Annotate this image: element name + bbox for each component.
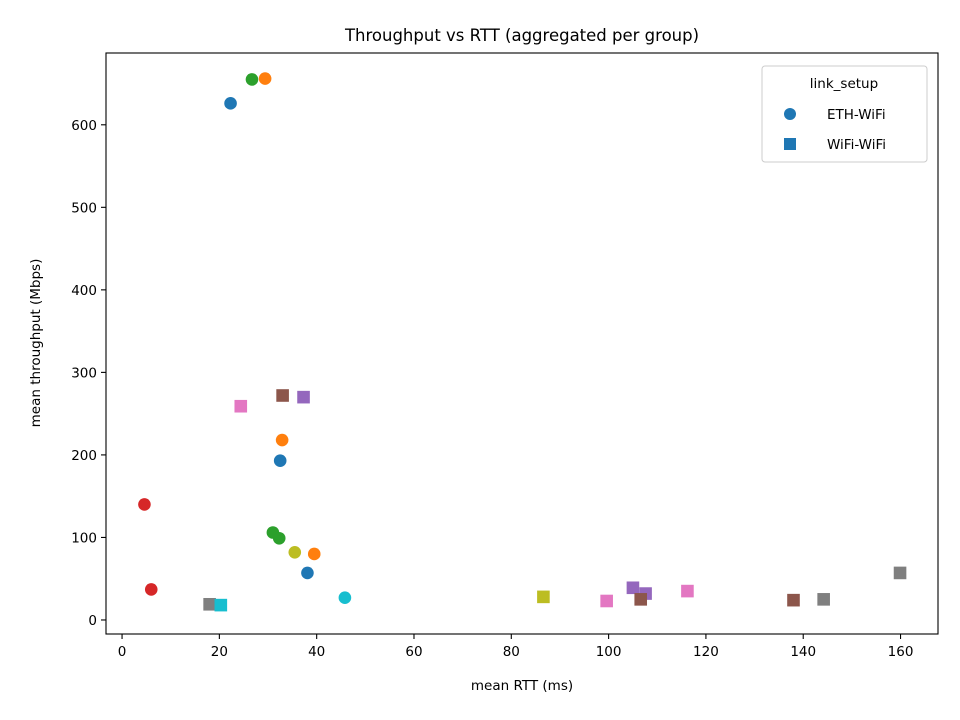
data-point-circle	[272, 531, 286, 545]
data-point-circle	[307, 547, 321, 561]
data-point-circle	[275, 433, 289, 447]
data-point-square	[787, 593, 800, 607]
data-point-square	[234, 399, 248, 413]
x-tick-label: 60	[405, 644, 422, 660]
data-point-square	[297, 390, 310, 404]
legend-square-marker	[784, 138, 796, 150]
data-points	[138, 72, 907, 612]
x-axis-label: mean RTT (ms)	[471, 678, 573, 694]
y-tick-label: 500	[71, 200, 97, 216]
x-tick-label: 20	[211, 644, 228, 660]
data-point-square	[634, 593, 648, 606]
y-axis: 0 100 200 300 400 500 600	[71, 118, 106, 629]
x-tick-label: 160	[888, 644, 914, 660]
data-point-circle	[301, 566, 314, 580]
data-point-square	[537, 590, 550, 604]
x-tick-label: 120	[693, 644, 719, 660]
data-point-circle	[138, 498, 151, 511]
x-axis: 0 20 40 60 80 100 120 140 160	[118, 634, 914, 660]
data-point-square	[203, 597, 216, 611]
x-tick-label: 80	[503, 644, 520, 660]
plot-area	[105, 52, 939, 635]
chart-title: Throughput vs RTT (aggregated per group)	[344, 26, 699, 45]
data-point-square	[214, 598, 228, 612]
data-point-circle	[224, 97, 237, 110]
x-tick-label: 100	[596, 644, 622, 660]
x-tick-label: 40	[308, 644, 325, 660]
data-point-square	[626, 581, 640, 595]
data-point-square	[817, 593, 830, 606]
legend: link_setup ETH-WiFi WiFi-WiFi	[761, 65, 928, 163]
legend-box	[761, 65, 928, 163]
y-tick-label: 200	[71, 448, 97, 464]
y-axis-label: mean throughput (Mbps)	[28, 259, 44, 428]
data-point-circle	[144, 583, 158, 596]
data-point-circle	[338, 591, 352, 604]
y-tick-label: 400	[71, 283, 97, 299]
y-tick-label: 600	[71, 118, 97, 134]
y-tick-label: 300	[71, 365, 97, 381]
legend-label-wifi-wifi: WiFi-WiFi	[827, 137, 886, 153]
data-point-circle	[258, 72, 272, 85]
data-point-circle	[245, 73, 259, 86]
legend-label-eth-wifi: ETH-WiFi	[827, 107, 886, 123]
legend-title: link_setup	[810, 76, 878, 92]
legend-circle-marker	[784, 108, 796, 120]
x-tick-label: 0	[118, 644, 127, 660]
data-point-square	[681, 584, 694, 598]
data-point-square	[893, 566, 907, 580]
data-point-square	[600, 594, 613, 608]
y-tick-label: 0	[88, 613, 97, 629]
x-tick-label: 140	[790, 644, 816, 660]
data-point-circle	[288, 545, 302, 559]
y-tick-label: 100	[71, 530, 97, 546]
data-point-circle	[273, 454, 287, 467]
data-point-square	[276, 389, 289, 402]
